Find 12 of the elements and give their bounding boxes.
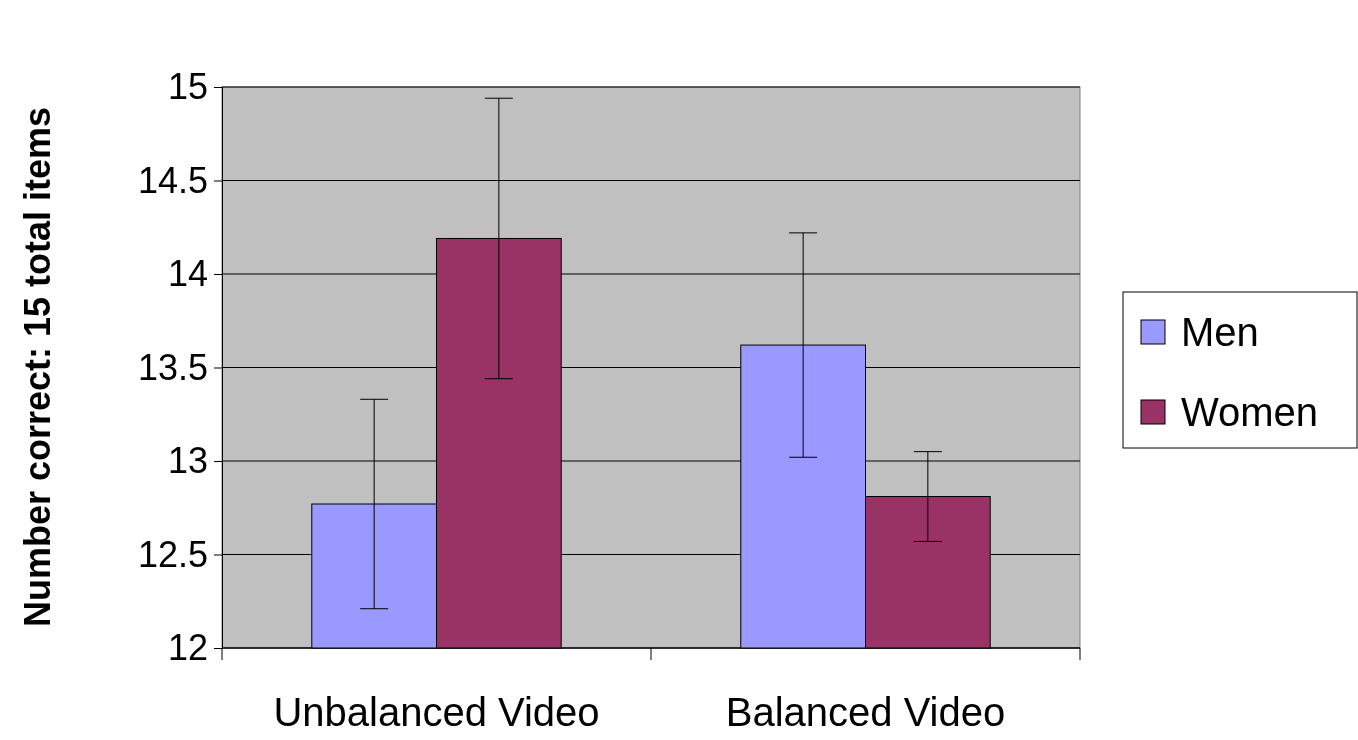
legend-label: Women bbox=[1181, 390, 1319, 434]
y-tick-label: 15 bbox=[167, 66, 208, 108]
y-axis-title: Number correct: 15 total items bbox=[17, 106, 58, 628]
y-tick-label: 12 bbox=[167, 627, 208, 669]
y-tick-label: 12.5 bbox=[137, 533, 208, 575]
x-tick-label: Unbalanced Video bbox=[273, 690, 600, 735]
y-tick-label: 13.5 bbox=[137, 346, 208, 388]
y-tick-label: 13 bbox=[167, 440, 208, 482]
y-tick-label: 14 bbox=[167, 253, 208, 295]
legend-label: Men bbox=[1181, 310, 1259, 354]
y-tick-label: 14.5 bbox=[137, 159, 208, 201]
x-tick-label: Balanced Video bbox=[725, 690, 1006, 735]
